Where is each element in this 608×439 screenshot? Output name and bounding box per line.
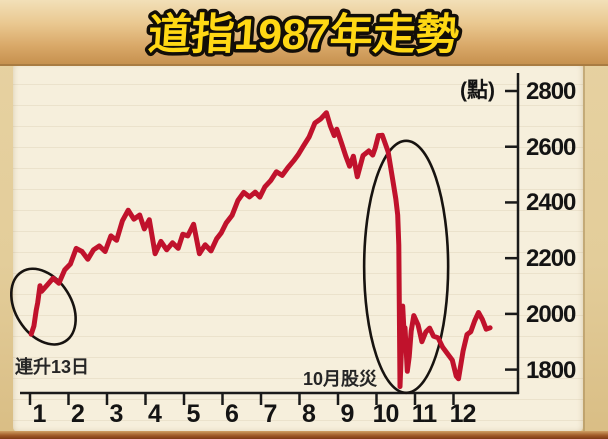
annotation-oct-crash: 10月股災 (303, 369, 378, 389)
y-axis-unit-label: (點) (460, 79, 495, 102)
highlight-ellipses (9, 139, 450, 395)
annotation-jan-rally: 連升13日 (15, 357, 90, 377)
y-tick-label: 2600 (526, 133, 576, 161)
x-tick-label: 6 (225, 400, 239, 428)
y-tick-label: 2200 (526, 245, 576, 273)
title-banner: 道指1987年走勢 (0, 0, 608, 66)
frame-bottom-edge (0, 431, 608, 439)
chart-paper-background (13, 63, 583, 432)
x-tick-label: 12 (449, 400, 477, 428)
highlight-ellipse-jan-rally (9, 267, 77, 346)
x-tick-label: 4 (148, 400, 162, 428)
x-tick-label: 9 (340, 400, 355, 428)
y-tick-label: 1800 (526, 356, 576, 384)
y-tick-label: 2400 (526, 189, 576, 217)
x-tick-label: 2 (71, 400, 85, 428)
x-tick-label: 1 (32, 400, 47, 428)
y-tick-label: 2800 (526, 78, 576, 105)
axis-ticks (28, 89, 518, 405)
x-tick-label: 7 (263, 400, 278, 428)
x-tick-label: 10 (372, 400, 400, 428)
x-tick-label: 3 (109, 400, 124, 428)
title-graphic: 道指1987年走勢 (143, 8, 464, 63)
x-tick-label: 11 (411, 400, 437, 428)
highlight-ellipse-oct-crash (362, 139, 450, 395)
axes (20, 73, 520, 395)
paper-right-edge (583, 63, 585, 432)
x-tick-label: 5 (186, 400, 201, 428)
page-title: 道指1987年走勢 (147, 11, 461, 59)
y-tick-label: 2000 (526, 300, 576, 328)
price-line (28, 110, 493, 390)
x-tick-label: 8 (302, 400, 316, 428)
